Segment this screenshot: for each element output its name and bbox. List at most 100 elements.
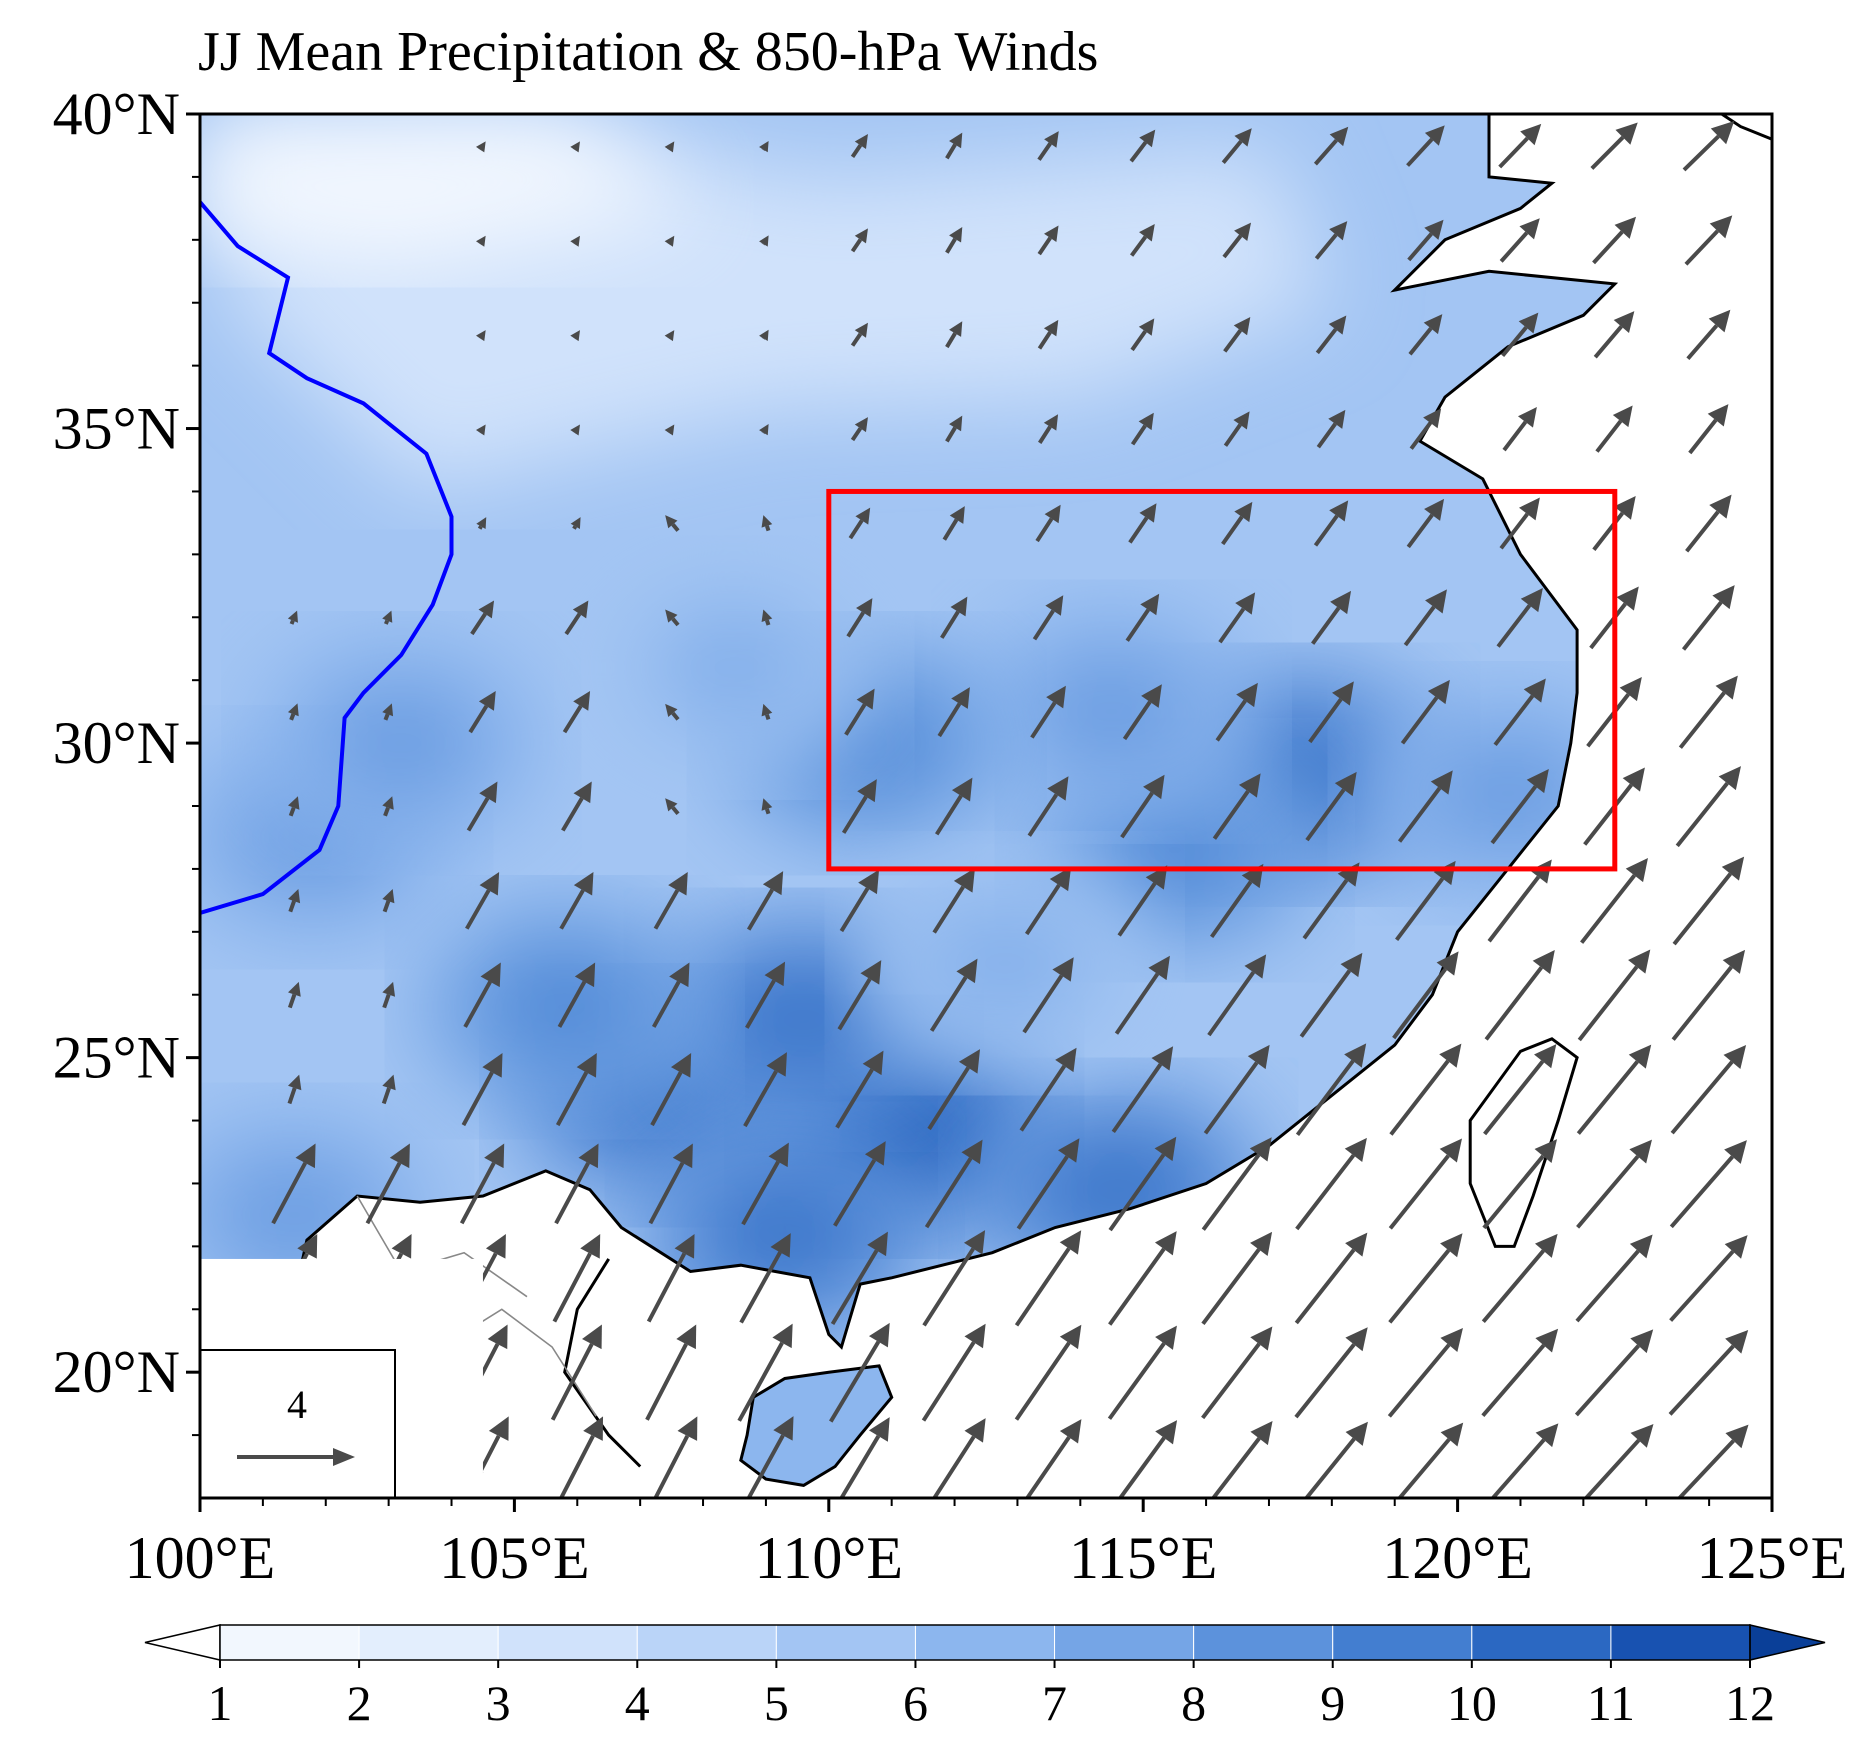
wind-vector-147	[470, 600, 495, 636]
wind-vector-210	[1130, 224, 1155, 257]
wind-vector-157	[1403, 589, 1447, 647]
wind-vector-146	[382, 610, 393, 625]
wind-vector-203	[476, 235, 486, 247]
wind-vector-39	[830, 1231, 888, 1326]
wind-vector-218	[570, 141, 580, 153]
wind-vector-178	[759, 424, 769, 436]
reference-vector-legend: 4	[199, 1349, 396, 1499]
lon-tick-label: 105°E	[439, 1525, 590, 1591]
precip-center-6	[414, 897, 715, 1118]
wind-vector-70	[743, 1052, 787, 1128]
wind-vector-194	[945, 321, 963, 349]
wind-vector-197	[1223, 316, 1251, 353]
wind-vector-31	[1574, 1329, 1654, 1417]
lat-tick-label: 20°N	[53, 1339, 180, 1405]
wind-vector-180	[945, 415, 963, 443]
wind-vector-29	[1387, 1327, 1463, 1418]
colorbar-segment	[1610, 1624, 1751, 1661]
wind-vector-141	[1400, 679, 1450, 745]
reference-vector-arrowhead	[333, 1448, 355, 1466]
lon-tick-label: 110°E	[755, 1525, 903, 1591]
highlight-region-box	[826, 488, 1618, 872]
wind-vector-185	[1409, 408, 1442, 450]
wind-vector-168	[1128, 503, 1157, 544]
colorbar-label: 1	[208, 1675, 233, 1731]
wind-vector-149	[665, 609, 680, 627]
wind-vector-14	[1490, 1423, 1559, 1498]
wind-vector-84	[557, 962, 596, 1028]
wind-vector-144	[1678, 675, 1738, 749]
wind-vector-114	[382, 796, 394, 817]
wind-vector-190	[570, 330, 580, 342]
tibetan-plateau-contour	[200, 200, 454, 915]
wind-vector-72	[927, 1049, 981, 1131]
wind-vector-47	[1575, 1234, 1653, 1323]
lat-tick-label: 30°N	[53, 710, 180, 776]
wind-vector-96	[1671, 949, 1746, 1041]
wind-vector-181	[1038, 414, 1059, 444]
colorbar-segment	[497, 1624, 638, 1661]
wind-vector-167	[1035, 504, 1061, 543]
wind-vector-183	[1223, 411, 1250, 447]
wind-vector-138	[1122, 684, 1162, 741]
wind-vector-20	[550, 1324, 602, 1421]
wind-vector-202	[1686, 309, 1731, 360]
precip-center-8	[961, 601, 1262, 822]
wind-vector-76	[1295, 1043, 1367, 1136]
wind-vector-92	[1299, 952, 1363, 1038]
wind-vector-216	[1684, 215, 1733, 266]
wind-vector-212	[1314, 221, 1348, 260]
wind-vector-122	[1120, 774, 1165, 839]
wind-vector-119	[841, 779, 877, 834]
colorbar-segment	[219, 1624, 360, 1661]
wind-vector-73	[1019, 1047, 1077, 1132]
wind-vector-187	[1595, 405, 1633, 453]
colorbar-label: 12	[1725, 1675, 1775, 1731]
colorbar-segment	[914, 1624, 1056, 1661]
colorbar-label: 3	[486, 1675, 511, 1731]
colorbar-label: 5	[764, 1675, 789, 1731]
wind-vector-78	[1483, 1044, 1557, 1136]
colorbar-extend-low	[144, 1624, 221, 1661]
wind-vector-217	[476, 141, 486, 153]
wind-vector-151	[846, 598, 873, 638]
wind-vector-32	[1668, 1329, 1749, 1416]
wind-vector-97	[288, 889, 301, 913]
wind-vector-153	[1032, 595, 1064, 641]
wind-vector-63	[1576, 1139, 1653, 1229]
wind-vector-225	[1221, 128, 1252, 164]
wind-vector-154	[1125, 593, 1160, 642]
wind-vector-124	[1305, 771, 1357, 842]
wind-vector-158	[1496, 587, 1543, 648]
wind-vector-43	[1201, 1231, 1273, 1325]
wind-vector-30	[1481, 1328, 1559, 1417]
wind-vector-113	[288, 796, 300, 817]
colorbar-label: 4	[625, 1675, 650, 1731]
wind-vector-40	[922, 1230, 986, 1327]
wind-vector-21	[645, 1324, 697, 1421]
lat-tick-label: 35°N	[53, 396, 180, 462]
precip-center-11	[251, 633, 552, 854]
wind-vector-95	[1577, 949, 1651, 1042]
wind-vector-179	[850, 417, 868, 442]
minor-ticks	[192, 175, 1711, 1506]
wind-vector-45	[1388, 1233, 1463, 1324]
wind-vector-54	[741, 1142, 789, 1226]
wind-vector-207	[850, 228, 868, 253]
wind-vector-209	[1037, 225, 1059, 256]
china-coastline	[255, 114, 1619, 1350]
lon-tick-label: 125°E	[1697, 1525, 1848, 1591]
lat-tick-label: 25°N	[53, 1025, 180, 1091]
wind-vector-226	[1313, 126, 1349, 166]
wind-vector-49	[271, 1143, 316, 1225]
lon-tick-label: 100°E	[125, 1525, 276, 1591]
wind-vector-150	[761, 609, 773, 626]
wind-vector-80	[1670, 1045, 1747, 1135]
wind-vector-104	[932, 868, 975, 934]
wind-vector-36	[552, 1234, 601, 1323]
wind-vector-140	[1308, 681, 1354, 744]
wind-vector-75	[1203, 1044, 1270, 1135]
wind-vector-46	[1481, 1233, 1558, 1324]
wind-vector-4	[558, 1416, 604, 1498]
